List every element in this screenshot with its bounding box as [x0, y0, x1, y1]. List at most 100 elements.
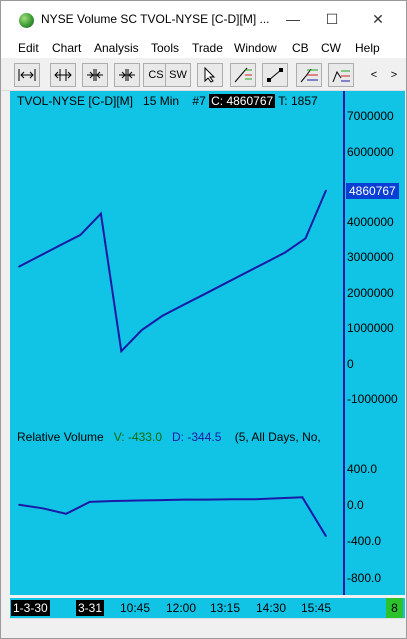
toolbar: CS SW < >	[1, 59, 406, 91]
projection-tool-icon[interactable]	[328, 63, 354, 87]
volume-series-line-point	[284, 251, 286, 254]
rv-name: Relative Volume	[17, 430, 104, 444]
rv-value: V: -433.0	[113, 430, 162, 444]
volume-series-line-point	[161, 315, 164, 317]
price-scale-label: 3000000	[347, 250, 394, 264]
cs-button[interactable]: CS	[143, 63, 169, 87]
time-axis: 1-3-30 3-31 10:45 12:00 13:15 14:30 15:4…	[10, 598, 405, 618]
rv-scale-label: 0.0	[347, 498, 364, 512]
price-scale-label: 6000000	[347, 145, 394, 159]
maximize-button[interactable]: ☐	[325, 11, 339, 27]
price-scale-label: 7000000	[347, 109, 394, 123]
relative-volume-series-line-point	[159, 499, 162, 501]
relative-volume-series-line-point	[89, 501, 91, 503]
rv-params: (5, All Days, No,	[234, 430, 321, 444]
compress-bars-icon[interactable]	[82, 63, 108, 87]
volume-series-line	[18, 190, 327, 354]
menu-tools[interactable]: Tools	[151, 41, 180, 55]
close-button[interactable]: ✕	[372, 11, 384, 27]
time-tick: 15:45	[301, 601, 332, 615]
relative-volume-series-line-point	[278, 497, 280, 500]
toolbar-scroll-left[interactable]: <	[370, 69, 378, 81]
relative-volume-series-line-point	[183, 498, 186, 501]
rv-d-value: D: -344.5	[172, 430, 222, 444]
menu-chart[interactable]: Chart	[52, 41, 82, 55]
relative-volume-series-line-point	[254, 498, 256, 501]
fit-width-icon[interactable]	[14, 63, 40, 87]
status-badge: 8	[386, 598, 403, 618]
chart-bar-number: #7	[192, 94, 206, 108]
volume-series-line-point	[59, 244, 61, 247]
chart-close-value: C: 4860767	[209, 94, 276, 108]
chart-header: TVOL-NYSE [C-D][M] 15 Min #7 C: 4860767 …	[17, 94, 318, 108]
fibonacci-tool-icon[interactable]	[296, 63, 322, 87]
chart-region[interactable]: TVOL-NYSE [C-D][M] 15 Min #7 C: 4860767 …	[10, 91, 405, 595]
volume-series-line-point	[38, 255, 41, 257]
minimize-button[interactable]: —	[286, 11, 300, 27]
relative-volume-series-line-point	[325, 535, 327, 537]
menu-cb[interactable]: CB	[292, 41, 309, 55]
volume-series-line-point	[141, 329, 143, 331]
price-scale-label: 4000000	[347, 215, 394, 229]
expand-bars-icon[interactable]	[50, 63, 76, 87]
rv-scale-label: 400.0	[347, 462, 378, 476]
regression-tool-icon[interactable]	[230, 63, 256, 87]
menu-bar: Edit Chart Analysis Tools Trade Window C…	[1, 38, 406, 58]
sw-button[interactable]: SW	[165, 63, 191, 87]
chart-symbol: TVOL-NYSE [C-D][M]	[17, 94, 134, 108]
price-scale-label: 1000000	[347, 321, 394, 335]
menu-trade[interactable]: Trade	[192, 41, 223, 55]
relative-volume-series-line	[18, 496, 327, 537]
menu-help[interactable]: Help	[355, 41, 380, 55]
time-tick: 10:45	[120, 601, 151, 615]
volume-series-line-point	[263, 262, 266, 264]
line-tool-icon[interactable]	[262, 63, 288, 87]
chart-plot	[18, 189, 327, 537]
price-scale-label: 2000000	[347, 286, 394, 300]
relative-volume-series-line-point	[18, 503, 20, 506]
price-scale-label: 0	[347, 357, 354, 371]
time-tick: 13:15	[210, 601, 241, 615]
relative-volume-series-line-point	[230, 498, 233, 501]
volume-series-line-point	[222, 283, 225, 285]
relative-volume-series-line-point	[301, 496, 304, 499]
menu-cw[interactable]: CW	[321, 41, 341, 55]
volume-series-line-point	[18, 265, 20, 268]
current-value-tag: 4860767	[346, 183, 399, 199]
toolbar-scroll-right[interactable]: >	[390, 69, 398, 81]
pointer-icon[interactable]	[197, 63, 223, 87]
globe-app-icon	[19, 13, 34, 28]
time-date-1: 1-3-30	[11, 600, 50, 616]
volume-series-line-point	[181, 304, 184, 307]
relative-volume-series-line-point	[41, 507, 44, 510]
rv-scale-label: -800.0	[347, 571, 382, 585]
volume-series-line-point	[243, 272, 245, 275]
menu-analysis[interactable]: Analysis	[94, 41, 139, 55]
relative-volume-series-line-point	[136, 499, 138, 502]
volume-series-line-point	[325, 189, 327, 192]
volume-series-line-point	[100, 212, 102, 215]
chart-time: T: 1857	[278, 94, 318, 108]
volume-series-line-point	[202, 294, 204, 296]
volume-series-line-point	[120, 350, 123, 353]
volume-series-line-point	[79, 234, 82, 236]
relative-volume-series-line-point	[207, 498, 209, 501]
compress-all-icon[interactable]	[114, 63, 140, 87]
scale-divider	[343, 91, 345, 595]
relative-volume-header: Relative Volume V: -433.0 D: -344.5 (5, …	[17, 430, 321, 444]
rv-scale-label: -400.0	[347, 534, 382, 548]
horizontal-scrollbar[interactable]	[10, 618, 405, 634]
menu-window[interactable]: Window	[234, 41, 277, 55]
title-bar: NYSE Volume SC TVOL-NYSE [C-D][M] ... — …	[1, 1, 406, 38]
window-title: NYSE Volume SC TVOL-NYSE [C-D][M] ...	[41, 12, 270, 26]
price-scale-label: -1000000	[347, 392, 398, 406]
relative-volume-series-line-point	[112, 500, 115, 502]
volume-series-line-point	[304, 237, 307, 240]
chart-interval: 15 Min	[143, 94, 180, 108]
menu-edit[interactable]: Edit	[18, 41, 39, 55]
relative-volume-series-line-point	[65, 513, 67, 515]
time-tick: 14:30	[256, 601, 287, 615]
time-date-2: 3-31	[76, 600, 105, 616]
time-tick: 12:00	[166, 601, 197, 615]
